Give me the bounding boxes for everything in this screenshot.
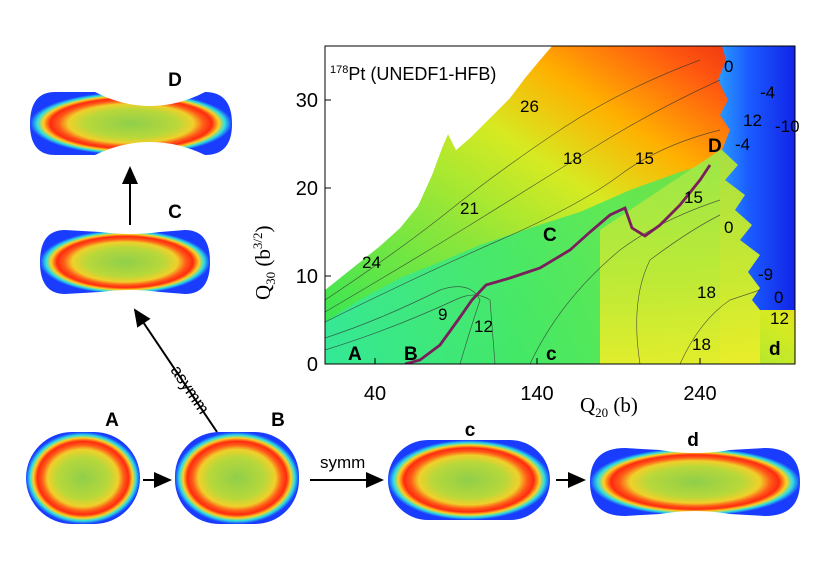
contour-label: 12 [770,309,789,328]
point-label-d: d [769,339,781,360]
fission-path [404,164,712,364]
asymm-label: asymm [167,362,213,418]
contour-label: -9 [758,265,773,284]
x-tick-140: 140 [520,383,553,405]
symm-label: symm [320,453,365,472]
shape-label-d: d [687,430,699,451]
contour-labels: 26 18 15 21 24 9 12 18 18 15 0 -4 12 -10… [362,57,800,354]
density-shape [26,432,140,524]
density-shape [175,432,299,524]
contour-label: 24 [362,253,381,272]
x-tick-40: 40 [364,383,386,405]
shape-A: A [26,410,140,524]
plot-title: 178Pt (UNEDF1-HFB) [330,64,496,84]
path-point-labels: A B C c D d [348,136,781,365]
density-shape [388,440,550,520]
shape-B: B [175,410,299,524]
shape-d: d [590,430,800,516]
contour-label: 18 [692,335,711,354]
shape-label-A: A [105,410,119,431]
point-label-A: A [348,344,362,365]
contour-label: -4 [735,135,750,154]
plot-frame [324,45,796,365]
shape-label-B: B [271,410,285,431]
y-tick-20: 20 [296,178,318,200]
shape-D: D [30,70,232,155]
contour-label: 18 [697,283,716,302]
y-axis-label: Q30 (b3/2) [250,225,278,300]
contour-label: 12 [743,111,762,130]
contour-label: 15 [635,149,654,168]
shape-label-C: C [168,202,182,223]
density-shape [590,448,800,516]
right-region [600,150,760,364]
density-shape [40,230,210,294]
contour-label: 0 [774,288,783,307]
axis-ticks [325,99,701,365]
shape-label-c: c [465,420,476,441]
point-label-c: c [546,344,557,365]
fission-region [718,46,795,310]
contour-label: 12 [474,317,493,336]
density-shape [30,92,232,155]
point-label-D: D [708,136,722,157]
y-tick-0: 0 [307,354,318,376]
x-tick-240: 240 [683,383,716,405]
contour-lines [325,59,761,364]
contour-label: -4 [760,83,775,102]
energy-surface-plot: 40 140 240 0 10 20 30 Q20 (b) Q30 (b3/2)… [250,45,800,420]
transition-arrows [122,166,586,488]
contour-label: 0 [724,57,733,76]
point-label-C: C [543,225,557,246]
contour-label: 15 [684,188,703,207]
shape-label-D: D [168,70,182,91]
x-axis-label: Q20 (b) [580,393,638,420]
contour-label: 0 [724,218,733,237]
shape-C: C [40,202,210,294]
arrow-B-to-C [133,308,218,433]
contour-label: 18 [563,149,582,168]
y-tick-30: 30 [296,90,318,112]
excluded-region [325,46,552,290]
contour-label: 9 [438,305,447,324]
point-label-B: B [404,344,418,365]
contour-label: -10 [775,117,800,136]
shape-c: c [388,420,550,520]
y-tick-10: 10 [296,266,318,288]
contour-label: 21 [460,199,479,218]
contour-label: 26 [520,97,539,116]
